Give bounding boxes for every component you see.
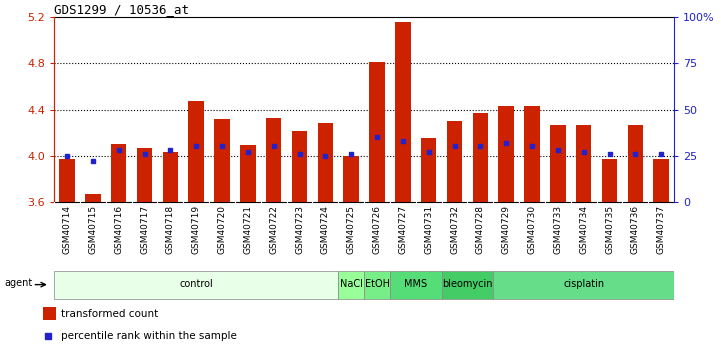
FancyBboxPatch shape <box>54 270 338 298</box>
Bar <box>421 138 436 202</box>
FancyBboxPatch shape <box>338 270 364 298</box>
Text: bleomycin: bleomycin <box>442 279 492 289</box>
Text: GSM40727: GSM40727 <box>399 205 407 254</box>
FancyBboxPatch shape <box>441 270 493 298</box>
Text: GSM40736: GSM40736 <box>631 205 640 254</box>
Text: EtOH: EtOH <box>365 279 389 289</box>
Text: GSM40737: GSM40737 <box>657 205 665 254</box>
FancyBboxPatch shape <box>364 270 390 298</box>
Bar <box>498 106 514 202</box>
Bar <box>395 22 410 202</box>
Bar <box>43 307 56 320</box>
Text: agent: agent <box>4 278 32 288</box>
Bar <box>292 131 307 202</box>
Text: GSM40724: GSM40724 <box>321 205 329 254</box>
Bar <box>317 124 333 202</box>
Bar <box>447 121 462 202</box>
Bar <box>524 106 540 202</box>
Text: GSM40718: GSM40718 <box>166 205 174 254</box>
Bar <box>85 194 100 202</box>
Text: GSM40715: GSM40715 <box>89 205 97 254</box>
Text: GSM40716: GSM40716 <box>114 205 123 254</box>
Text: GSM40725: GSM40725 <box>347 205 355 254</box>
Bar <box>162 152 178 202</box>
Text: MMS: MMS <box>404 279 428 289</box>
Bar <box>111 144 126 202</box>
Bar <box>188 101 204 202</box>
Text: GSM40730: GSM40730 <box>528 205 536 254</box>
Text: cisplatin: cisplatin <box>563 279 604 289</box>
Text: GSM40733: GSM40733 <box>554 205 562 254</box>
Text: GDS1299 / 10536_at: GDS1299 / 10536_at <box>54 3 189 16</box>
Text: control: control <box>180 279 213 289</box>
Text: percentile rank within the sample: percentile rank within the sample <box>61 331 237 341</box>
Bar <box>240 145 255 202</box>
Bar <box>59 159 75 202</box>
Bar <box>369 62 385 202</box>
Bar <box>550 125 566 202</box>
Bar <box>472 113 488 202</box>
Text: GSM40735: GSM40735 <box>605 205 614 254</box>
Text: GSM40726: GSM40726 <box>373 205 381 254</box>
Text: GSM40731: GSM40731 <box>424 205 433 254</box>
Text: GSM40734: GSM40734 <box>579 205 588 254</box>
FancyBboxPatch shape <box>493 270 674 298</box>
Text: GSM40723: GSM40723 <box>295 205 304 254</box>
Text: GSM40722: GSM40722 <box>269 205 278 254</box>
Bar <box>576 125 591 202</box>
Bar <box>602 159 617 202</box>
Text: GSM40714: GSM40714 <box>63 205 71 254</box>
Bar <box>266 118 281 202</box>
Text: GSM40719: GSM40719 <box>192 205 200 254</box>
Bar <box>137 148 152 202</box>
Text: GSM40717: GSM40717 <box>140 205 149 254</box>
Text: transformed count: transformed count <box>61 309 159 318</box>
Text: GSM40720: GSM40720 <box>218 205 226 254</box>
FancyBboxPatch shape <box>390 270 441 298</box>
Bar <box>653 159 669 202</box>
Bar <box>627 125 643 202</box>
Text: GSM40728: GSM40728 <box>476 205 485 254</box>
Text: GSM40729: GSM40729 <box>502 205 510 254</box>
Text: GSM40721: GSM40721 <box>244 205 252 254</box>
Bar <box>214 119 230 202</box>
Bar <box>343 156 359 202</box>
Text: NaCl: NaCl <box>340 279 363 289</box>
Text: GSM40732: GSM40732 <box>450 205 459 254</box>
